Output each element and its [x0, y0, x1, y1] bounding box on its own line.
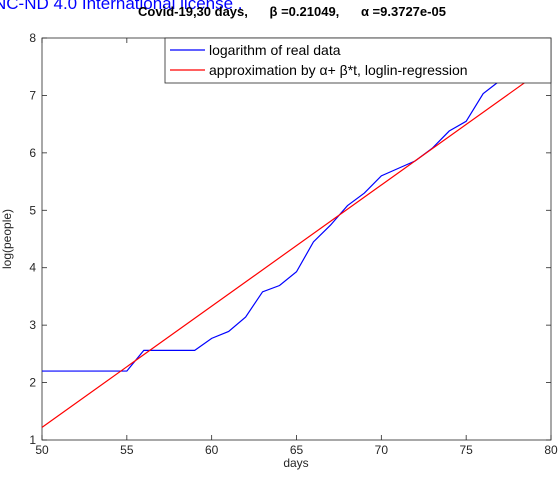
- data-line: [42, 46, 552, 372]
- y-axis-label: log(people): [0, 209, 14, 269]
- x-tick-label: 55: [120, 443, 134, 457]
- y-tick-label: 5: [29, 203, 36, 217]
- legend-box: [164, 37, 552, 84]
- data-line: [41, 63, 552, 428]
- x-axis-label: days: [283, 456, 308, 470]
- x-tick-label: 60: [205, 443, 219, 457]
- y-tick-label: 4: [29, 261, 36, 275]
- y-tick-label: 2: [29, 376, 36, 390]
- y-tick-label: 6: [29, 146, 36, 160]
- y-tick-label: 8: [29, 31, 36, 45]
- chart-title: Covid-19,30 days, β =0.21049, α =9.3727e…: [138, 4, 446, 19]
- x-tick-label: 80: [544, 443, 558, 457]
- x-tick-label: 75: [459, 443, 473, 457]
- plot-area: [41, 37, 552, 441]
- license-note: NC-ND 4.0 International license .: [0, 0, 243, 13]
- y-tick-label: 3: [29, 318, 36, 332]
- y-tick-label: 7: [29, 88, 36, 102]
- legend-label: logarithm of real data: [209, 42, 341, 58]
- x-tick-label: 70: [375, 443, 389, 457]
- legend-label: approximation by α+ β*t, loglin-regressi…: [209, 62, 468, 78]
- x-tick-label: 50: [35, 443, 49, 457]
- x-tick-label: 65: [290, 443, 304, 457]
- y-tick-label: 1: [29, 433, 36, 447]
